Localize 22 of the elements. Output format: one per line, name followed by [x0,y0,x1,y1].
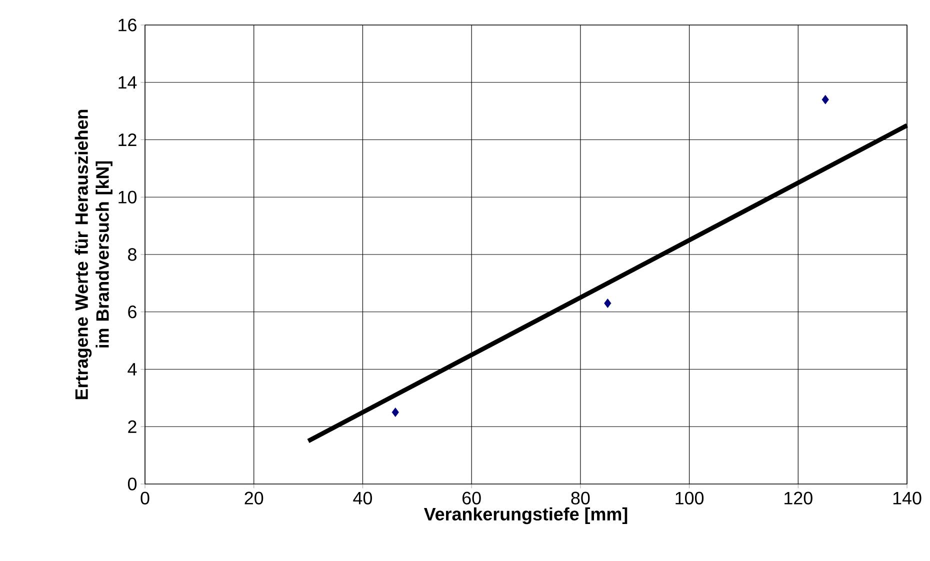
y-tick-label: 0 [128,478,137,490]
x-tick-label: 80 [571,492,590,504]
point [392,408,399,417]
y-tick-label: 10 [118,190,137,204]
y-axis-title: Ertragene Werte für Herausziehen im Brandversuch [kN] [74,110,112,400]
x-tick-label: 120 [784,492,812,504]
point [822,94,829,104]
y-tick-label: 4 [128,363,137,376]
x-tick-label: 100 [676,492,704,504]
x-tick-label: 0 [140,492,150,504]
x-axis-title: Verankerungstiefe [mm] [424,507,628,524]
x-tick-label: 60 [462,492,481,504]
y-tick-label: 2 [128,420,136,433]
point [604,298,612,308]
y-tick-label: 12 [118,133,136,146]
x-tick-label: 20 [244,492,264,504]
x-tick-label: 140 [893,492,922,504]
y-tick-label: 6 [128,306,136,318]
y-tick-label: 14 [118,76,137,89]
y-tick-label: 16 [118,18,136,32]
x-tick-label: 40 [353,492,372,504]
y-tick-label: 8 [128,248,136,261]
